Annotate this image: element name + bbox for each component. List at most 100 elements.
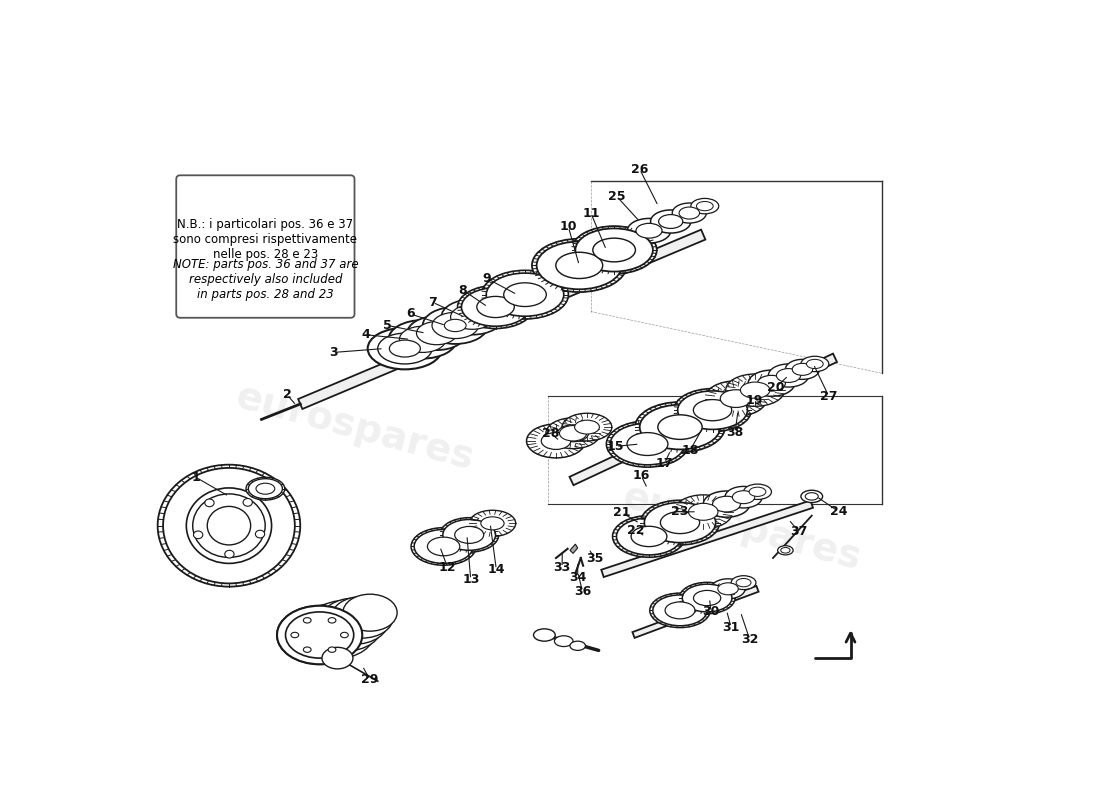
Ellipse shape bbox=[157, 465, 300, 586]
Polygon shape bbox=[570, 544, 578, 554]
Ellipse shape bbox=[462, 288, 530, 326]
Text: eurospares: eurospares bbox=[231, 377, 478, 478]
Ellipse shape bbox=[575, 229, 653, 271]
Ellipse shape bbox=[537, 242, 621, 290]
Ellipse shape bbox=[613, 516, 685, 558]
Ellipse shape bbox=[440, 518, 498, 552]
Text: 34: 34 bbox=[569, 570, 586, 584]
Ellipse shape bbox=[367, 328, 442, 370]
Text: 7: 7 bbox=[428, 296, 437, 309]
Text: 14: 14 bbox=[487, 563, 505, 576]
Ellipse shape bbox=[389, 340, 420, 357]
Text: 1: 1 bbox=[191, 470, 200, 484]
Ellipse shape bbox=[658, 415, 702, 439]
Ellipse shape bbox=[246, 478, 285, 500]
Ellipse shape bbox=[443, 519, 495, 550]
Ellipse shape bbox=[532, 238, 627, 292]
Ellipse shape bbox=[504, 283, 547, 306]
Text: NOTE: parts pos. 36 and 37 are
respectively also included
in parts pos. 28 and 2: NOTE: parts pos. 36 and 37 are respectiv… bbox=[173, 258, 359, 302]
Ellipse shape bbox=[163, 468, 295, 583]
Text: 17: 17 bbox=[656, 457, 673, 470]
Ellipse shape bbox=[476, 296, 515, 318]
Ellipse shape bbox=[660, 511, 700, 534]
Ellipse shape bbox=[194, 531, 202, 538]
Text: 31: 31 bbox=[723, 621, 740, 634]
Ellipse shape bbox=[758, 375, 785, 391]
Ellipse shape bbox=[645, 502, 716, 542]
Ellipse shape bbox=[470, 510, 516, 537]
Ellipse shape bbox=[572, 226, 657, 274]
Ellipse shape bbox=[705, 381, 767, 416]
Polygon shape bbox=[632, 586, 759, 638]
Ellipse shape bbox=[407, 316, 466, 350]
Ellipse shape bbox=[255, 530, 265, 538]
Text: 22: 22 bbox=[627, 524, 645, 537]
Ellipse shape bbox=[304, 618, 311, 623]
Ellipse shape bbox=[744, 484, 771, 499]
Ellipse shape bbox=[732, 576, 756, 590]
Ellipse shape bbox=[610, 423, 684, 465]
Polygon shape bbox=[570, 354, 837, 485]
Ellipse shape bbox=[768, 364, 808, 387]
Text: 8: 8 bbox=[459, 283, 468, 297]
Ellipse shape bbox=[320, 598, 388, 644]
Text: 3: 3 bbox=[329, 346, 338, 359]
Text: 32: 32 bbox=[741, 633, 758, 646]
Ellipse shape bbox=[562, 414, 612, 441]
FancyBboxPatch shape bbox=[176, 175, 354, 318]
Ellipse shape bbox=[733, 490, 755, 504]
Ellipse shape bbox=[679, 207, 700, 219]
Ellipse shape bbox=[678, 391, 747, 430]
Ellipse shape bbox=[682, 584, 732, 612]
Text: 23: 23 bbox=[671, 506, 689, 518]
Text: 10: 10 bbox=[560, 220, 578, 234]
Ellipse shape bbox=[659, 214, 683, 229]
Text: 38: 38 bbox=[726, 426, 744, 439]
Ellipse shape bbox=[444, 319, 466, 332]
Ellipse shape bbox=[205, 499, 214, 506]
Ellipse shape bbox=[534, 629, 556, 641]
Text: 36: 36 bbox=[574, 585, 591, 598]
Ellipse shape bbox=[725, 486, 762, 508]
Ellipse shape bbox=[377, 333, 432, 364]
Ellipse shape bbox=[635, 402, 725, 452]
Ellipse shape bbox=[713, 496, 740, 512]
Text: 21: 21 bbox=[613, 506, 630, 519]
Ellipse shape bbox=[640, 405, 720, 450]
Ellipse shape bbox=[666, 602, 695, 619]
Ellipse shape bbox=[627, 433, 668, 455]
Ellipse shape bbox=[693, 399, 732, 421]
Ellipse shape bbox=[777, 369, 801, 382]
Text: 2: 2 bbox=[283, 388, 292, 402]
Text: 19: 19 bbox=[746, 394, 763, 406]
Ellipse shape bbox=[679, 582, 735, 614]
Text: 37: 37 bbox=[790, 525, 807, 538]
Ellipse shape bbox=[243, 498, 252, 506]
Ellipse shape bbox=[718, 582, 738, 595]
Polygon shape bbox=[602, 501, 813, 577]
Ellipse shape bbox=[292, 632, 299, 638]
Ellipse shape bbox=[304, 647, 311, 652]
Ellipse shape bbox=[556, 252, 603, 278]
Text: 24: 24 bbox=[830, 506, 848, 518]
Text: 15: 15 bbox=[607, 440, 625, 453]
Ellipse shape bbox=[277, 606, 362, 664]
Ellipse shape bbox=[748, 370, 794, 396]
Ellipse shape bbox=[560, 426, 586, 441]
Ellipse shape bbox=[674, 495, 733, 529]
Text: 4: 4 bbox=[361, 328, 370, 341]
Ellipse shape bbox=[343, 594, 397, 631]
Ellipse shape bbox=[207, 506, 251, 545]
Ellipse shape bbox=[778, 546, 793, 555]
Ellipse shape bbox=[801, 490, 823, 502]
Text: 29: 29 bbox=[361, 673, 378, 686]
Ellipse shape bbox=[458, 286, 534, 329]
Ellipse shape bbox=[527, 424, 585, 458]
Ellipse shape bbox=[653, 595, 707, 626]
Ellipse shape bbox=[593, 238, 636, 262]
Ellipse shape bbox=[328, 647, 336, 652]
Ellipse shape bbox=[554, 636, 573, 646]
Text: 20: 20 bbox=[768, 381, 785, 394]
Ellipse shape bbox=[286, 612, 354, 658]
Ellipse shape bbox=[558, 425, 589, 442]
